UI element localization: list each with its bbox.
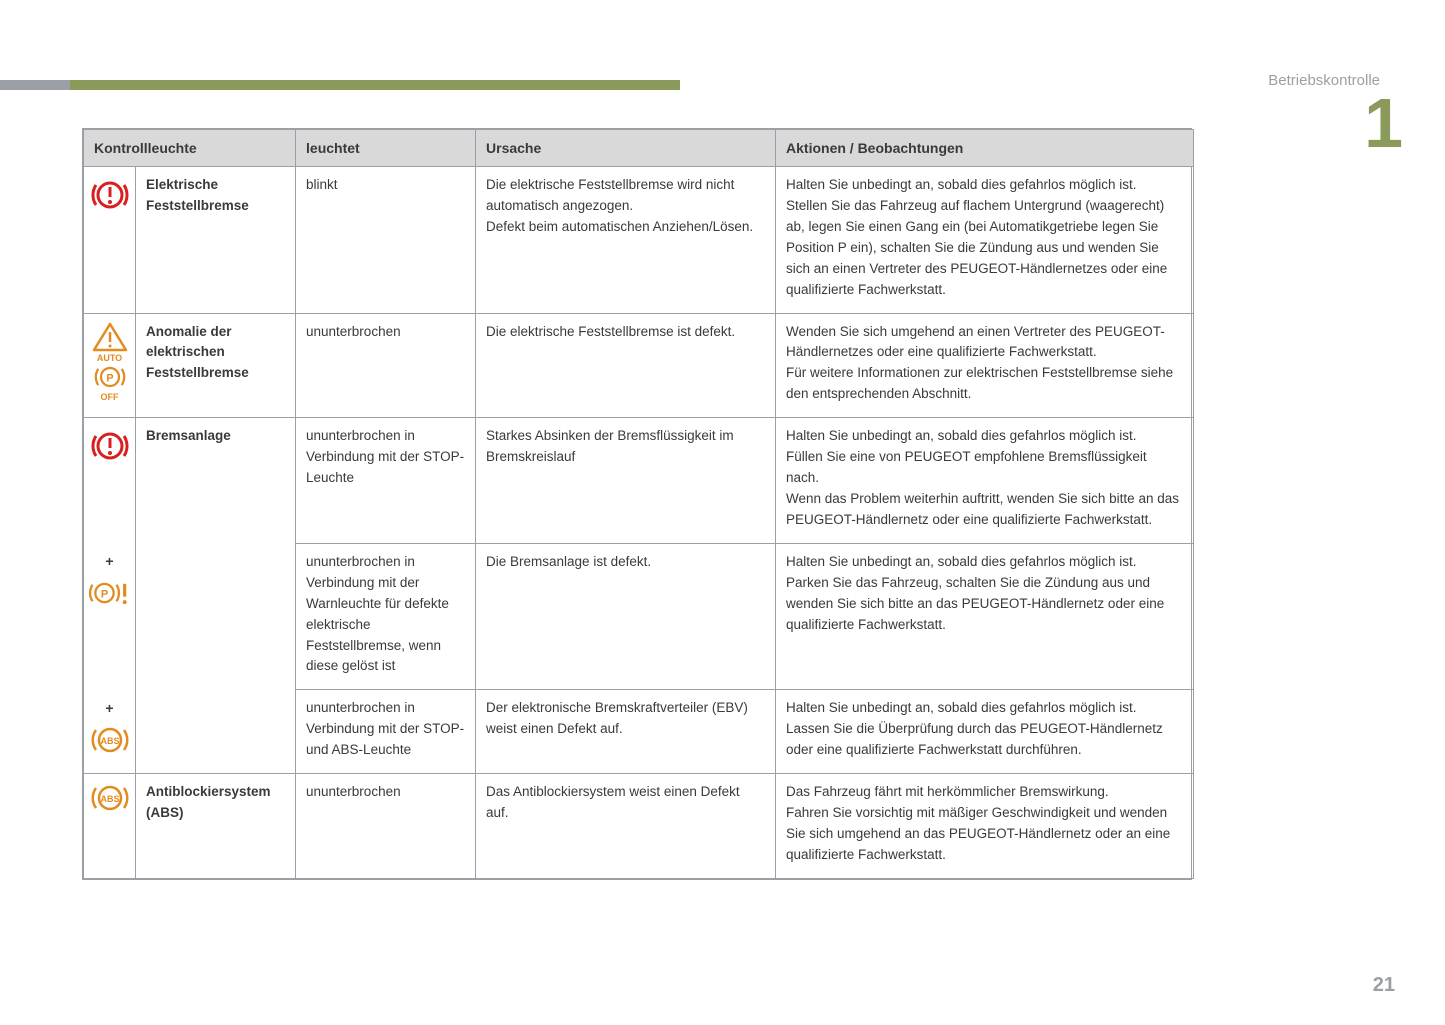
svg-text:P: P <box>101 589 108 601</box>
warning-cause: Das Antiblockiersystem weist einen Defek… <box>476 774 776 879</box>
chapter-number: 1 <box>1364 88 1403 158</box>
warning-lights-table: Kontrollleuchte leuchtet Ursache Aktione… <box>82 128 1192 880</box>
parking-brake-amber-icon: P <box>92 363 128 391</box>
abs-amber-icon: ABS <box>90 782 130 814</box>
icon-cell: ABS <box>84 774 136 879</box>
icon-cell: AUTO P OFF <box>84 313 136 418</box>
abs-amber-icon: ABS <box>90 724 130 756</box>
warning-action: Wenden Sie sich umgehend an einen Vertre… <box>776 313 1194 418</box>
header-accent-bar <box>0 80 680 90</box>
warning-state: ununterbrochen in Verbindung mit der STO… <box>296 690 476 774</box>
svg-text:P: P <box>106 372 113 384</box>
warning-state: blinkt <box>296 167 476 314</box>
plus-symbol: + <box>88 551 131 573</box>
warning-action: Halten Sie unbedingt an, sobald dies gef… <box>776 418 1194 544</box>
warning-cause: Die elektrische Feststellbremse wird nic… <box>476 167 776 314</box>
warning-action: Halten Sie unbedingt an, sobald dies gef… <box>776 543 1194 690</box>
table-row: Bremsanlage ununterbrochen in Verbindung… <box>84 418 1194 544</box>
icon-cell: + ABS <box>84 690 136 774</box>
svg-text:ABS: ABS <box>100 736 119 746</box>
warning-action: Das Fahrzeug fährt mit herkömmlicher Bre… <box>776 774 1194 879</box>
table-row: Elektrische Feststellbremse blinkt Die e… <box>84 167 1194 314</box>
warning-cause: Starkes Absinken der Bremsflüssigkeit im… <box>476 418 776 544</box>
brake-warning-red-icon <box>90 175 130 215</box>
warning-action: Halten Sie unbedingt an, sobald dies gef… <box>776 167 1194 314</box>
table-row: ABS Antiblockiersystem (ABS) ununterbroc… <box>84 774 1194 879</box>
page-number: 21 <box>1373 974 1395 997</box>
warning-name: Anomalie der elektrischen Feststellbrems… <box>136 313 296 418</box>
parking-brake-fault-amber-icon: P <box>88 577 132 609</box>
brake-warning-red-icon <box>90 426 130 466</box>
warning-name: Antiblockiersystem (ABS) <box>136 774 296 879</box>
warning-cause: Der elektronische Bremskraftverteiler (E… <box>476 690 776 774</box>
col-header-ursache: Ursache <box>476 130 776 167</box>
svg-text:ABS: ABS <box>100 794 119 804</box>
warning-triangle-amber-icon <box>92 322 128 352</box>
warning-state: ununterbrochen <box>296 774 476 879</box>
col-header-leuchtet: leuchtet <box>296 130 476 167</box>
plus-symbol: + <box>88 698 131 720</box>
warning-cause: Die elektrische Feststellbremse ist defe… <box>476 313 776 418</box>
table-header-row: Kontrollleuchte leuchtet Ursache Aktione… <box>84 130 1194 167</box>
warning-state: ununterbrochen in Verbindung mit der STO… <box>296 418 476 544</box>
auto-label: AUTO <box>88 354 131 363</box>
warning-action: Halten Sie unbedingt an, sobald dies gef… <box>776 690 1194 774</box>
warning-cause: Die Bremsanlage ist defekt. <box>476 543 776 690</box>
col-header-aktionen: Aktionen / Beobachtungen <box>776 130 1194 167</box>
icon-cell: + P <box>84 543 136 690</box>
icon-cell <box>84 167 136 314</box>
warning-state: ununterbrochen <box>296 313 476 418</box>
warning-name: Elektrische Feststellbremse <box>136 167 296 314</box>
warning-name: Bremsanlage <box>136 418 296 774</box>
icon-cell <box>84 418 136 544</box>
off-label: OFF <box>88 393 131 402</box>
table-row: AUTO P OFF Anomalie der elektrischen Fes… <box>84 313 1194 418</box>
warning-state: ununterbrochen in Verbindung mit der War… <box>296 543 476 690</box>
col-header-kontrollleuchte: Kontrollleuchte <box>84 130 296 167</box>
